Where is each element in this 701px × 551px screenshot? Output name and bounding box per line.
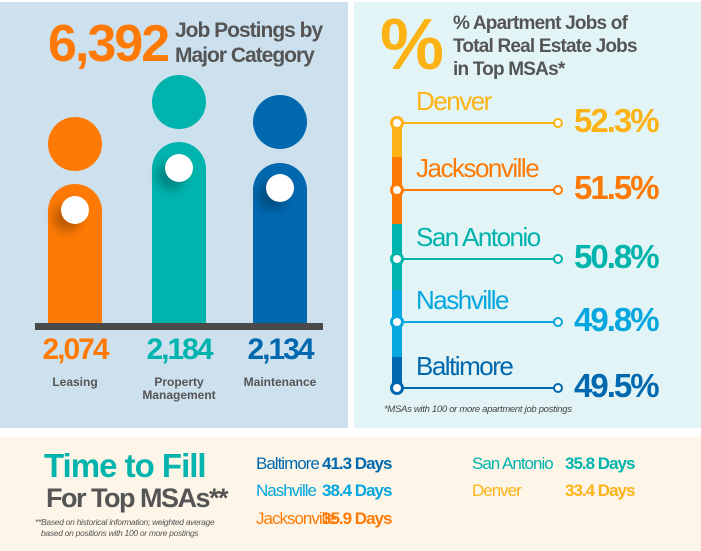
share-city-jacksonville: Jacksonville — [416, 153, 540, 183]
share-title: % Apartment Jobs of Total Real Estate Jo… — [453, 12, 638, 81]
share-value-baltimore: 49.5% — [574, 367, 660, 404]
timeline-node-san-antonio — [390, 252, 404, 266]
ttf-days-nashville: 38.4 Days — [322, 481, 392, 500]
share-city-san-antonio: San Antonio — [416, 222, 541, 252]
share-connector-san-antonio — [400, 258, 558, 260]
total-postings: 6,392 — [48, 15, 170, 73]
time-to-fill-footnote-line1: **Based on historical information; weigh… — [35, 517, 215, 527]
share-city-denver: Denver — [416, 86, 492, 116]
timeline-segment-denver — [392, 122, 402, 157]
share-title-line2: Total Real Estate Jobs — [453, 36, 638, 57]
share-value-jacksonville: 51.5% — [574, 169, 660, 206]
time-to-fill-footnote: **Based on historical information; weigh… — [35, 517, 215, 539]
ttf-city-baltimore: Baltimore — [256, 454, 320, 473]
share-city-baltimore: Baltimore — [416, 351, 514, 381]
ttf-days-san-antonio: 35.8 Days — [565, 454, 635, 473]
property-label-line1: Property — [154, 375, 204, 389]
leasing-figure-dot — [61, 196, 89, 224]
share-connector-jacksonville — [400, 189, 558, 191]
percent-symbol: % — [380, 5, 444, 85]
ttf-days-denver: 33.4 Days — [565, 481, 635, 500]
timeline-node-baltimore — [390, 381, 404, 395]
connector-end-baltimore — [553, 383, 563, 393]
time-to-fill-panel — [0, 437, 701, 551]
connector-end-nashville — [553, 317, 563, 327]
connector-end-san-antonio — [553, 254, 563, 264]
ttf-city-jacksonville: Jacksonville — [256, 509, 337, 528]
postings-title: Job Postings by Major Category — [175, 18, 323, 68]
share-footnote: *MSAs with 100 or more apartment job pos… — [384, 404, 572, 415]
connector-end-denver — [553, 118, 563, 128]
property-figure-dot — [165, 154, 193, 182]
ttf-city-denver: Denver — [472, 481, 522, 500]
property-label-line2: Management — [142, 388, 216, 402]
maintenance-figure-head — [253, 95, 307, 149]
apartment-share-panel — [354, 2, 701, 428]
ttf-days-jacksonville: 35.9 Days — [322, 509, 392, 528]
share-connector-denver — [400, 122, 558, 124]
property-figure-head — [152, 75, 206, 129]
maintenance-label: Maintenance — [243, 375, 317, 389]
leasing-value: 2,074 — [42, 333, 109, 366]
time-to-fill-footnote-line2: based on positions with 100 or more post… — [41, 528, 199, 538]
share-title-line1: % Apartment Jobs of — [453, 13, 628, 34]
share-value-nashville: 49.8% — [574, 301, 660, 338]
share-value-denver: 52.3% — [574, 102, 660, 139]
share-connector-baltimore — [400, 387, 558, 389]
share-connector-nashville — [400, 321, 558, 323]
share-city-nashville: Nashville — [416, 285, 510, 315]
leasing-label: Leasing — [52, 375, 98, 389]
timeline-node-jacksonville — [390, 183, 404, 197]
share-title-line3: in Top MSAs* — [453, 59, 565, 80]
ttf-city-nashville: Nashville — [256, 481, 317, 500]
postings-title-line1: Job Postings by — [175, 19, 323, 42]
property-value: 2,184 — [146, 333, 213, 366]
connector-end-jacksonville — [553, 185, 563, 195]
postings-title-line2: Major Category — [175, 44, 315, 67]
time-to-fill-title: Time to Fill — [44, 447, 207, 484]
property-label: Property Management — [124, 376, 234, 402]
timeline-segment-baltimore — [392, 357, 402, 390]
share-value-san-antonio: 50.8% — [574, 238, 660, 275]
leasing-figure-head — [48, 117, 102, 171]
baseline-bar — [35, 323, 323, 330]
ttf-days-baltimore: 41.3 Days — [322, 454, 392, 473]
maintenance-value: 2,134 — [247, 333, 314, 366]
timeline-node-denver — [390, 116, 404, 130]
timeline-node-nashville — [390, 315, 404, 329]
ttf-city-san-antonio: San Antonio — [472, 454, 554, 473]
time-to-fill-subtitle: For Top MSAs** — [46, 483, 229, 513]
maintenance-figure-dot — [266, 174, 294, 202]
